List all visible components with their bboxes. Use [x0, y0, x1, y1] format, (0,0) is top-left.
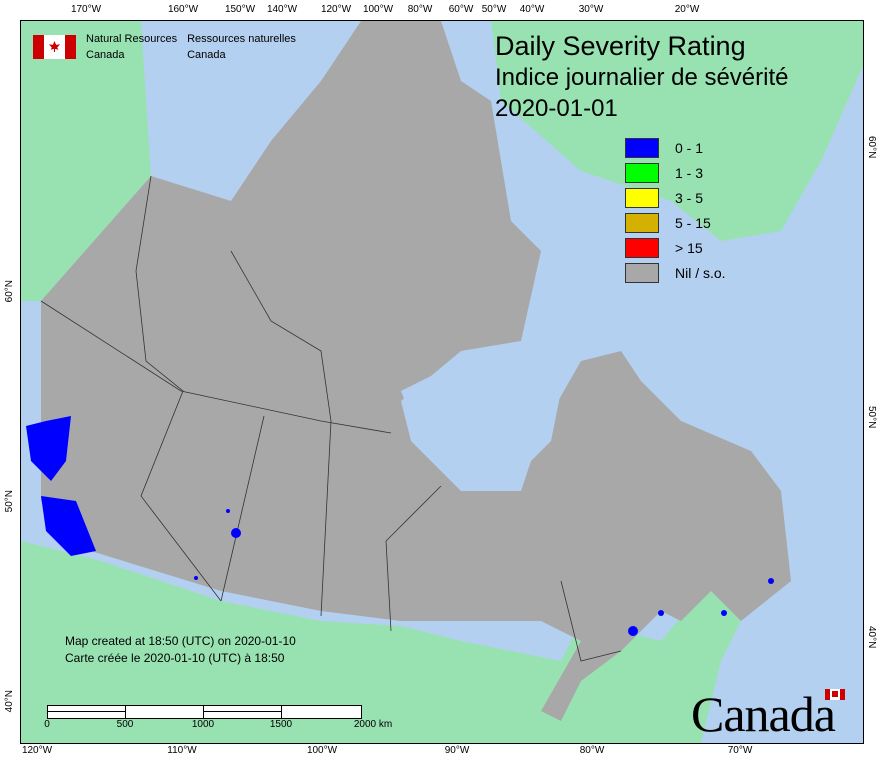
axis-label-bottom: 90°W	[444, 745, 470, 756]
axis-label-top: 50°W	[481, 4, 507, 15]
legend-label: 5 - 15	[675, 214, 711, 231]
axis-label-top: 60°W	[448, 4, 474, 15]
legend-swatch	[625, 187, 659, 208]
wordmark-flag-icon	[825, 689, 845, 700]
scale-label: 0	[44, 719, 50, 730]
legend-swatch	[625, 137, 659, 158]
canada-wordmark: Canada	[691, 686, 836, 742]
axis-label-top: 100°W	[362, 4, 394, 15]
legend-swatch	[625, 162, 659, 183]
scale-label: 1500	[269, 719, 293, 730]
axis-label-right: 60°N	[866, 136, 877, 159]
agency-signature: Natural Resources Canada Ressources natur…	[33, 31, 296, 63]
legend-item: 3 - 5	[625, 185, 726, 210]
title-en: Daily Severity Rating	[495, 31, 746, 61]
axis-label-left: 60°N	[4, 280, 15, 303]
rating-0-1-areas	[26, 416, 774, 636]
canada-land	[41, 21, 791, 721]
axis-label-top: 120°W	[320, 4, 352, 15]
map-title: Daily Severity Rating Indice journalier …	[495, 31, 789, 124]
creation-note: Map created at 18:50 (UTC) on 2020-01-10…	[65, 633, 296, 667]
scale-bar	[47, 705, 362, 719]
legend: 0 - 1 1 - 3 3 - 5 5 - 15 > 15 Nil / s.o.	[625, 135, 726, 285]
created-fr: Carte créée le 2020-01-10 (UTC) à 18:50	[65, 651, 285, 665]
title-date: 2020-01-01	[495, 95, 618, 122]
legend-item: Nil / s.o.	[625, 260, 726, 285]
legend-label: 3 - 5	[675, 189, 704, 206]
axis-label-left: 40°N	[4, 690, 15, 713]
axis-label-bottom: 80°W	[579, 745, 605, 756]
axis-label-bottom: 110°W	[167, 745, 197, 756]
map-frame: Natural Resources Canada Ressources natur…	[20, 20, 864, 744]
agency-fr: Ressources naturelles	[187, 33, 296, 45]
canada-flag-icon	[33, 35, 76, 59]
agency-fr-2: Canada	[187, 49, 226, 61]
province-borders	[40, 175, 622, 662]
map-canvas[interactable]	[21, 21, 863, 743]
greenland-land	[491, 21, 863, 241]
axis-label-top: 20°W	[674, 4, 700, 15]
title-fr: Indice journalier de sévérité	[495, 64, 789, 91]
axis-label-top: 40°W	[519, 4, 545, 15]
axis-label-top: 140°W	[266, 4, 298, 15]
legend-label: > 15	[675, 239, 703, 256]
axis-label-left: 50°N	[4, 490, 15, 513]
legend-swatch	[625, 262, 659, 283]
legend-swatch	[625, 212, 659, 233]
legend-label: 0 - 1	[675, 139, 704, 156]
axis-label-bottom: 70°W	[727, 745, 753, 756]
scale-label: 500	[116, 719, 134, 730]
legend-item: 5 - 15	[625, 210, 726, 235]
created-en: Map created at 18:50 (UTC) on 2020-01-10	[65, 634, 296, 648]
axis-label-bottom: 100°W	[306, 745, 338, 756]
axis-label-top: 150°W	[224, 4, 256, 15]
axis-label-top: 170°W	[70, 4, 102, 15]
hudson-bay	[401, 351, 561, 471]
legend-item: 0 - 1	[625, 135, 726, 160]
axis-label-right: 50°N	[866, 406, 877, 429]
alaska-land	[21, 21, 151, 301]
axis-label-right: 40°N	[866, 626, 877, 649]
legend-label: Nil / s.o.	[675, 264, 726, 281]
legend-swatch	[625, 237, 659, 258]
axis-label-bottom: 120°W	[21, 745, 53, 756]
legend-item: 1 - 3	[625, 160, 726, 185]
legend-item: > 15	[625, 235, 726, 260]
legend-label: 1 - 3	[675, 164, 704, 181]
axis-label-top: 30°W	[578, 4, 604, 15]
agency-en-2: Canada	[86, 49, 125, 61]
scale-label: 2000 km	[353, 719, 393, 730]
agency-en: Natural Resources	[86, 33, 178, 45]
scale-label: 1000	[191, 719, 215, 730]
axis-label-top: 160°W	[167, 4, 199, 15]
axis-label-top: 80°W	[407, 4, 433, 15]
maple-leaf-icon	[49, 41, 60, 52]
